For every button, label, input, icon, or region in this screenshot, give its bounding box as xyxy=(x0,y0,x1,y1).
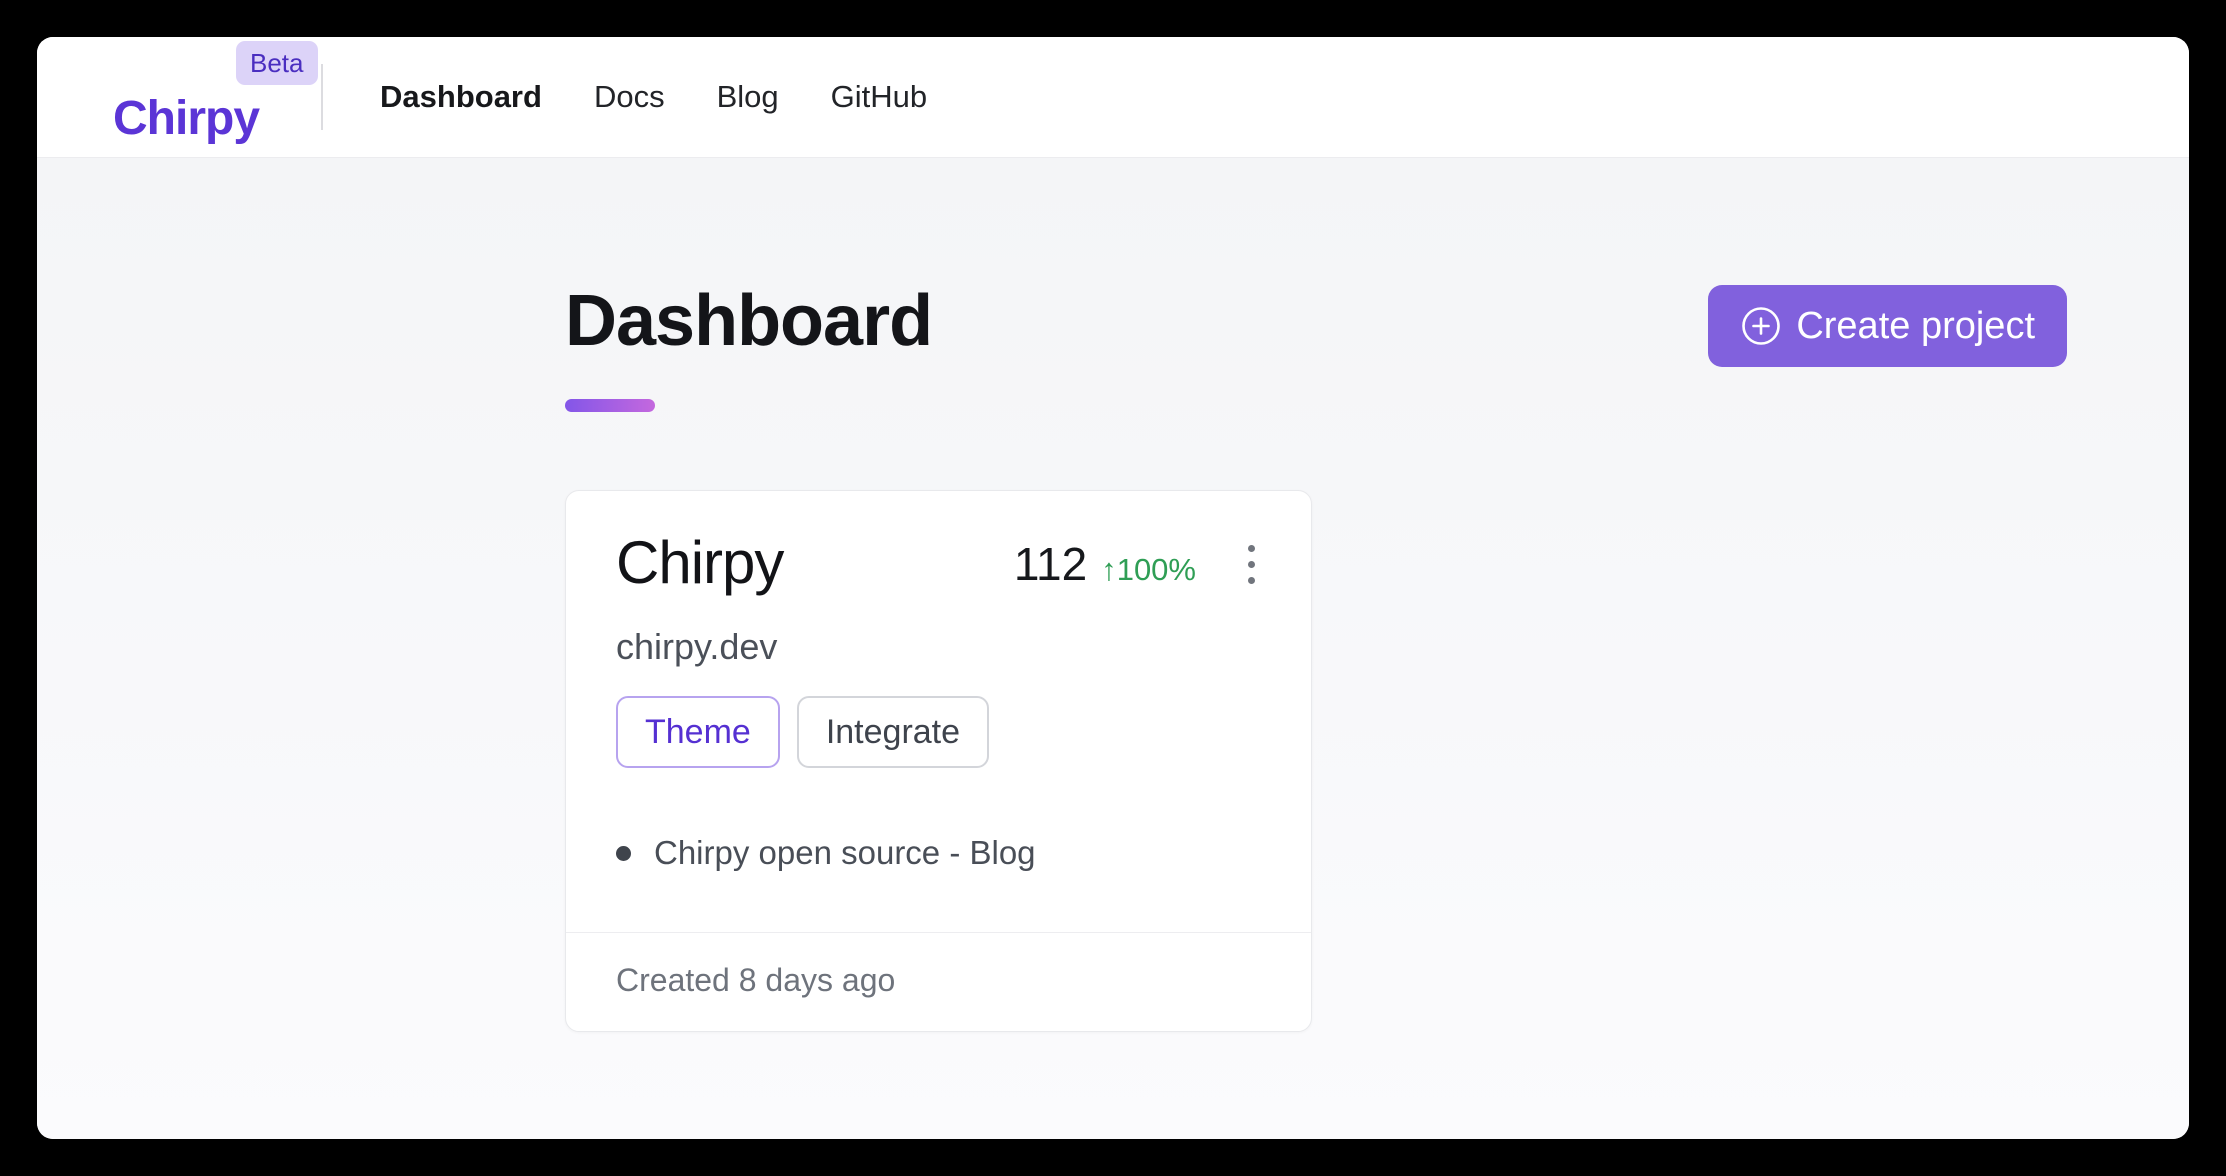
project-card: Chirpy 112 ↑100% chirpy.dev Theme Integr… xyxy=(565,490,1312,1032)
integrate-button[interactable]: Integrate xyxy=(796,696,990,768)
header-divider xyxy=(321,64,324,130)
project-card-footer: Created 8 days ago xyxy=(566,932,1311,1031)
nav-item-dashboard[interactable]: Dashboard xyxy=(380,79,542,114)
view-count: 112 xyxy=(1013,538,1088,590)
main-content: Dashboard Create project Chirpy 112 ↑100… xyxy=(37,158,2189,1139)
nav-item-github[interactable]: GitHub xyxy=(830,79,928,114)
bullet-dot xyxy=(616,845,631,861)
title-accent-bar xyxy=(565,399,655,412)
kebab-dot xyxy=(1248,561,1255,568)
project-metrics: 112 ↑100% xyxy=(1014,531,1196,587)
plus-circle-icon xyxy=(1742,307,1781,345)
project-card-header: Chirpy 112 ↑100% xyxy=(616,531,1261,594)
metric-change: ↑100% xyxy=(1101,554,1196,585)
brand-name[interactable]: Chirpy xyxy=(113,92,260,145)
nav-item-docs[interactable]: Docs xyxy=(593,79,665,114)
page-title-block: Dashboard xyxy=(565,281,933,412)
latest-post-row[interactable]: Chirpy open source - Blog xyxy=(616,834,1261,932)
kebab-dot xyxy=(1248,545,1255,552)
page-title: Dashboard xyxy=(565,281,933,361)
app-window: Chirpy Beta Dashboard Docs Blog GitHub D… xyxy=(37,37,2189,1139)
project-domain[interactable]: chirpy.dev xyxy=(616,626,778,667)
brand-logo[interactable]: Chirpy Beta xyxy=(113,37,318,157)
kebab-dot xyxy=(1248,577,1255,584)
page-header: Dashboard Create project xyxy=(565,285,2067,412)
main-nav: Dashboard Docs Blog GitHub xyxy=(380,79,927,115)
up-arrow-icon: ↑ xyxy=(1101,552,1117,587)
created-timestamp: Created 8 days ago xyxy=(616,962,896,998)
card-menu-button[interactable] xyxy=(1242,531,1261,584)
nav-item-blog[interactable]: Blog xyxy=(716,79,779,114)
top-navbar: Chirpy Beta Dashboard Docs Blog GitHub xyxy=(37,37,2189,158)
create-project-label: Create project xyxy=(1796,304,2035,347)
metric-change-value: 100% xyxy=(1116,552,1196,587)
project-name[interactable]: Chirpy xyxy=(616,529,784,596)
project-card-body: Chirpy 112 ↑100% chirpy.dev Theme Integr… xyxy=(566,491,1311,932)
theme-button[interactable]: Theme xyxy=(616,696,780,768)
project-actions: Theme Integrate xyxy=(616,696,1261,768)
create-project-button[interactable]: Create project xyxy=(1708,285,2067,367)
latest-post-title: Chirpy open source - Blog xyxy=(654,834,1036,871)
beta-badge: Beta xyxy=(236,41,318,85)
